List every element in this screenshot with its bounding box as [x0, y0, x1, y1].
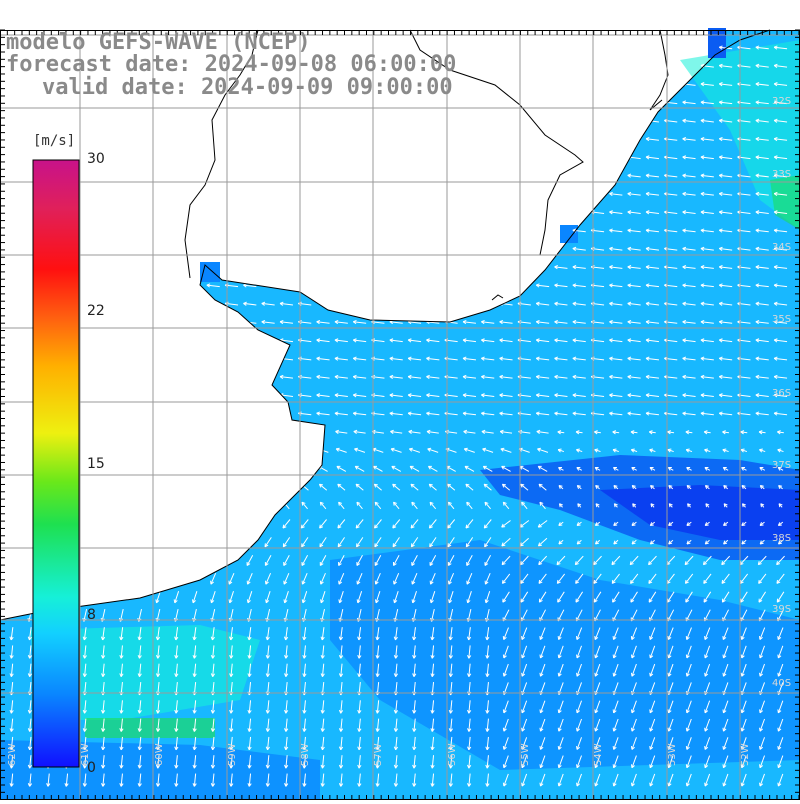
ocean-edge-cell — [560, 225, 578, 243]
longitude-label: 52W — [740, 743, 751, 766]
latitude-label: 33S — [772, 169, 791, 180]
latitude-label: 40S — [772, 678, 791, 689]
latitude-label: 32S — [772, 96, 791, 107]
longitude-label: 55W — [520, 743, 531, 766]
colorbar-tick-label: 15 — [87, 456, 105, 472]
longitude-label: 60W — [154, 743, 165, 766]
map-title-forecast-date: forecast date: 2024-09-08 06:00:00 — [6, 53, 456, 77]
longitude-label: 59W — [227, 743, 238, 766]
longitude-label: 57W — [373, 743, 384, 766]
latitude-label: 35S — [772, 314, 791, 325]
map-title-valid-date: valid date: 2024-09-09 09:00:00 — [42, 76, 453, 100]
latitude-label: 37S — [772, 460, 791, 471]
latitude-label: 39S — [772, 604, 791, 615]
longitude-label: 58W — [300, 743, 311, 766]
colorbar-tick-label: 30 — [87, 151, 105, 167]
latitude-label: 36S — [772, 388, 791, 399]
colorbar-tick-label: 22 — [87, 303, 105, 319]
latitude-label: 34S — [772, 242, 791, 253]
colorbar — [33, 160, 79, 767]
longitude-label: 53W — [667, 743, 678, 766]
colorbar-tick-label: 0 — [87, 760, 96, 776]
colorbar-unit-label: [m/s] — [33, 133, 75, 149]
longitude-label: 56W — [447, 743, 458, 766]
latitude-label: 38S — [772, 533, 791, 544]
longitude-label: 62W — [7, 743, 18, 766]
longitude-label: 54W — [593, 743, 604, 766]
colorbar-tick-label: 8 — [87, 607, 96, 623]
